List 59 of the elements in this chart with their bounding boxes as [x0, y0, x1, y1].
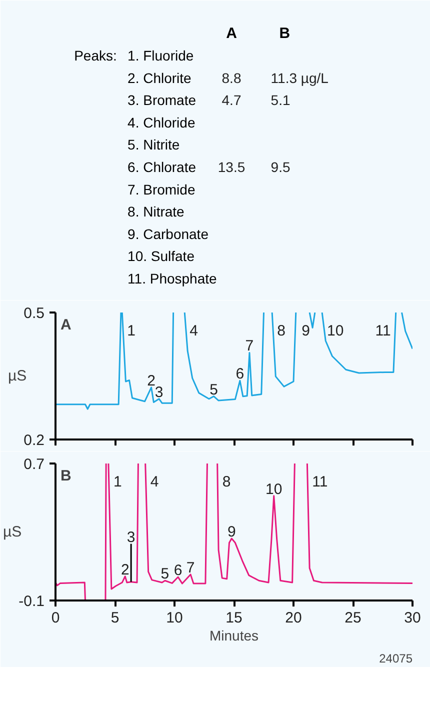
chart-title: A: [60, 316, 72, 334]
annotation: 10: [327, 322, 344, 340]
x-tick-label: 10: [166, 610, 183, 626]
annotation: 6: [236, 366, 244, 383]
category-label: 11. Phosphate: [128, 270, 218, 286]
text: 24075: [379, 652, 413, 666]
x-tick-label: 30: [404, 610, 421, 626]
y-tick-label: -0.1: [18, 593, 45, 610]
x-tick-label: 25: [344, 610, 362, 626]
text: B: [279, 25, 290, 42]
data-label: 11.3 µg/L: [270, 70, 329, 86]
chart-title: B: [60, 468, 72, 484]
annotation: 2: [120, 561, 130, 578]
data-label: 5.1: [270, 92, 290, 108]
category-label: 1. Fluoride: [128, 48, 194, 64]
y-tick-label: 0.7: [24, 456, 45, 473]
annotation: 1: [113, 474, 122, 490]
x-tick-label: 5: [110, 610, 120, 626]
annotation: 5: [210, 381, 218, 398]
data-label: 13.5: [218, 159, 246, 175]
x-axis-title: Minutes: [209, 628, 259, 644]
annotation: 8: [222, 474, 231, 490]
category-label: 5. Nitrite: [128, 136, 180, 153]
category-label: 7. Bromide: [128, 181, 196, 198]
annotation: 11: [375, 322, 391, 340]
annotation: 10: [266, 480, 282, 498]
series-label: A: [226, 25, 238, 42]
annotation: 11: [312, 474, 328, 490]
annotation: 1: [127, 322, 136, 340]
annotation: 3: [126, 528, 136, 546]
data-label: 9.5: [270, 159, 290, 175]
annotation: 2: [147, 372, 156, 390]
annotation: 8: [277, 322, 286, 340]
annotation: 9: [227, 524, 236, 541]
data-label: 8.8: [222, 70, 242, 86]
annotation: 7: [245, 338, 254, 355]
annotation: 7: [186, 559, 195, 576]
category-label: 3. Bromate: [128, 92, 196, 108]
data-label: 4.7: [222, 92, 242, 108]
x-tick-label: 0: [51, 610, 60, 626]
category-label: 2. Chlorite: [128, 70, 192, 86]
text: Peaks:: [74, 48, 117, 64]
y-axis-title: µS: [8, 368, 27, 384]
annotation: 4: [150, 474, 159, 490]
annotation: 3: [154, 384, 164, 401]
x-tick-label: 15: [226, 610, 242, 626]
category-label: 6. Chlorate: [128, 159, 196, 175]
category-label: 10. Sulfate: [128, 248, 195, 264]
annotation: 6: [174, 562, 182, 580]
category-label: 9. Carbonate: [128, 226, 209, 242]
annotation: 9: [302, 322, 310, 340]
annotation: 4: [190, 322, 198, 340]
category-label: 8. Nitrate: [128, 204, 185, 220]
y-axis-title: µS: [3, 524, 22, 540]
category-label: 4. Chloride: [128, 114, 196, 130]
annotation: 5: [160, 566, 170, 583]
y-tick-label: 0.5: [24, 305, 45, 322]
x-tick-label: 20: [285, 610, 302, 626]
y-tick-label: 0.2: [24, 432, 45, 449]
